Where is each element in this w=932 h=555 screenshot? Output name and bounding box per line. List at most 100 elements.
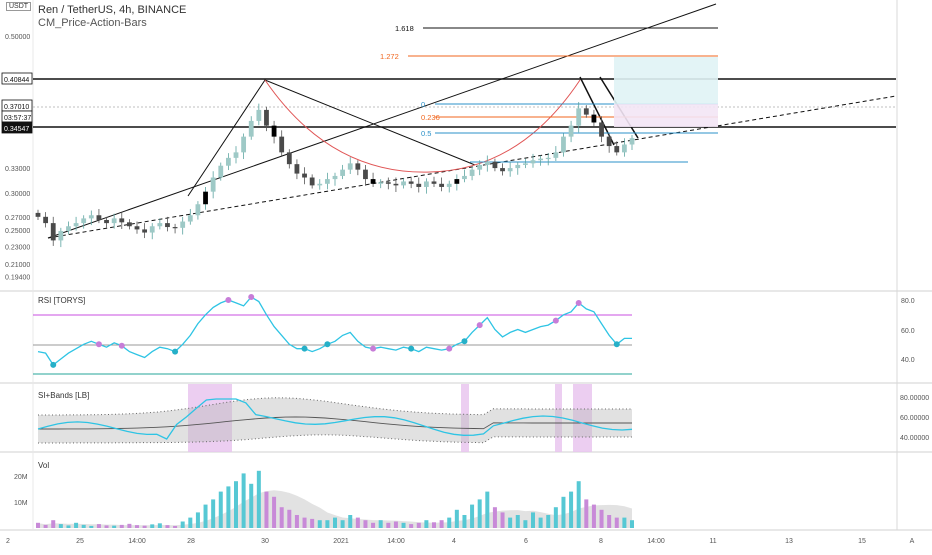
indicator-name: CM_Price-Action-Bars <box>38 17 147 29</box>
candle-body <box>50 223 56 241</box>
volume-bar <box>249 483 254 528</box>
time-axis-label: 14:00 <box>128 538 146 545</box>
si-lower-band <box>38 434 632 444</box>
fib-label: 1.272 <box>380 52 399 61</box>
price-label-last: 0.37010 <box>4 104 29 111</box>
candle-body <box>134 226 140 230</box>
rsi-pivot-dot <box>95 341 102 348</box>
candle-body <box>324 179 330 184</box>
candle-body <box>561 136 566 153</box>
volume-bar <box>508 517 513 528</box>
time-axis-label: A <box>910 538 915 545</box>
candle-body <box>157 223 163 227</box>
candle-body <box>248 120 254 137</box>
currency-badge: USDT <box>6 2 32 11</box>
rsi-pivot-dot <box>476 322 483 329</box>
price-label-support: 0.34547 <box>4 126 29 133</box>
candle-body <box>545 157 551 160</box>
symbol-title: Ren / TetherUS, 4h, BINANCE <box>38 4 187 16</box>
si-axis-label: 60.00000 <box>900 415 929 422</box>
candle-body <box>218 165 224 178</box>
candle-body <box>302 173 307 178</box>
rsi-pivot-dot <box>370 345 377 352</box>
candle-body <box>317 183 323 186</box>
candle-body <box>385 182 391 184</box>
candle-body <box>423 181 429 187</box>
candle-body <box>256 109 262 121</box>
rsi-pivot-dot <box>324 341 331 348</box>
candle-body <box>126 222 132 227</box>
price-tick-label: 0.50000 <box>5 34 30 41</box>
price-tick-label: 0.30000 <box>5 191 30 198</box>
volume-bar <box>523 520 528 528</box>
candle-body <box>439 183 445 187</box>
candle-body <box>35 212 41 217</box>
volume-bar <box>485 491 490 528</box>
candle-body <box>515 164 521 169</box>
volume-bar <box>279 507 284 528</box>
target-zone-2 <box>614 104 718 127</box>
volume-bar <box>614 517 619 528</box>
rsi-title: RSI [TORYS] <box>38 296 85 305</box>
volume-bar <box>569 491 574 528</box>
candle-body <box>538 158 544 161</box>
candle-body <box>241 136 247 153</box>
rsi-pivot-dot <box>248 294 255 301</box>
candle-body <box>553 152 559 158</box>
volume-bar <box>546 515 551 528</box>
volume-bar <box>150 524 155 528</box>
volume-bar <box>363 520 368 528</box>
si-upper-band <box>38 397 632 416</box>
volume-bar <box>378 520 383 528</box>
price-label-resistance-box <box>1 72 33 85</box>
candle-body <box>492 161 498 169</box>
candle-body <box>111 218 117 224</box>
candle-body <box>446 183 452 187</box>
candle-body <box>195 204 201 216</box>
volume-bar <box>241 473 246 528</box>
si-band-fill <box>38 397 632 443</box>
volume-bar <box>424 520 429 528</box>
volume-bar <box>218 491 223 528</box>
candle-body <box>462 175 467 180</box>
fib-label: 0 <box>421 100 425 109</box>
candle-body <box>142 229 148 233</box>
volume-bar <box>462 515 467 528</box>
price-tick-label: 0.21000 <box>5 262 30 269</box>
volume-ma-area <box>38 490 632 528</box>
volume-bar <box>531 512 535 528</box>
volume-bar <box>340 520 345 528</box>
candle-body <box>408 181 414 184</box>
rsi-pivot-dot <box>461 338 468 345</box>
volume-bar <box>538 517 543 528</box>
volume-bar <box>58 524 63 528</box>
rsi-pivot-dot <box>446 345 453 352</box>
volume-bar <box>515 515 520 528</box>
candle-body <box>66 226 71 231</box>
volume-bar <box>432 522 436 528</box>
volume-bar <box>371 522 376 528</box>
candle-body <box>210 177 216 192</box>
candle-body <box>500 168 505 172</box>
candle-body <box>355 163 361 170</box>
si-midline <box>38 416 632 430</box>
candle-body <box>180 221 186 228</box>
volume-bar <box>622 517 627 528</box>
volume-bar <box>272 496 277 528</box>
time-axis-label: 25 <box>76 538 84 545</box>
volume-bar <box>576 481 581 528</box>
volume-bar <box>607 515 612 528</box>
rsi-pivot-dot <box>172 348 179 355</box>
volume-bar <box>584 499 589 528</box>
candle-body <box>507 168 513 172</box>
candle-body <box>591 114 597 123</box>
candle-body <box>629 138 635 145</box>
time-axis-label: 11 <box>709 538 716 545</box>
rsi-pivot-dot <box>225 297 232 303</box>
rsi-axis-label: 80.0 <box>901 298 915 305</box>
time-axis-label: 6 <box>524 538 528 545</box>
countdown-label: 03:57:37 <box>4 115 31 122</box>
